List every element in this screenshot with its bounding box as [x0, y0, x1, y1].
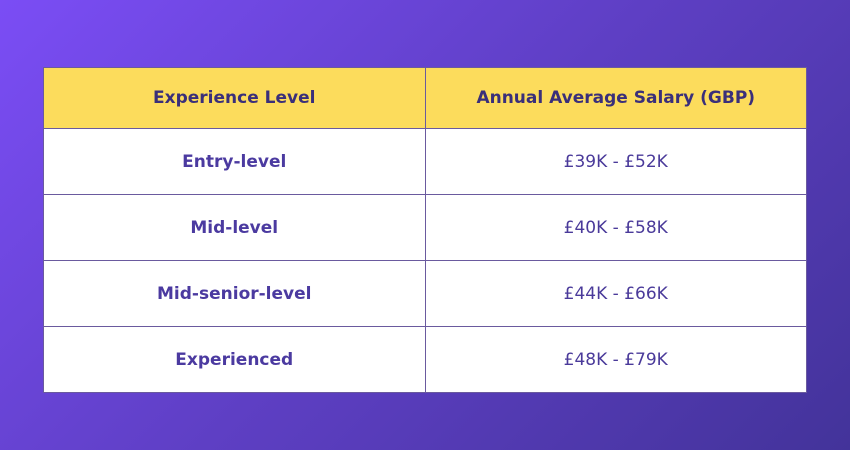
level-cell: Entry-level [43, 128, 426, 195]
table-row: Entry-level £39K - £52K [43, 128, 807, 195]
table-row: Experienced £48K - £79K [43, 326, 807, 393]
level-cell: Mid-level [43, 194, 426, 261]
salary-cell: £44K - £66K [424, 260, 807, 327]
salary-table: Experience Level Annual Average Salary (G… [43, 67, 807, 393]
salary-cell: £48K - £79K [424, 326, 807, 393]
level-cell: Experienced [43, 326, 426, 393]
level-cell: Mid-senior-level [43, 260, 426, 327]
salary-cell: £39K - £52K [424, 128, 807, 195]
header-cell: Annual Average Salary (GBP) [424, 67, 807, 129]
header-cell: Experience Level [43, 67, 426, 129]
table-row: Mid-level £40K - £58K [43, 194, 807, 261]
table-row: Mid-senior-level £44K - £66K [43, 260, 807, 327]
table-body: Entry-level £39K - £52K Mid-level £40K - £5… [43, 128, 807, 393]
header-row: Experience Level Annual Average Salary (G… [43, 67, 807, 129]
salary-cell: £40K - £58K [424, 194, 807, 261]
